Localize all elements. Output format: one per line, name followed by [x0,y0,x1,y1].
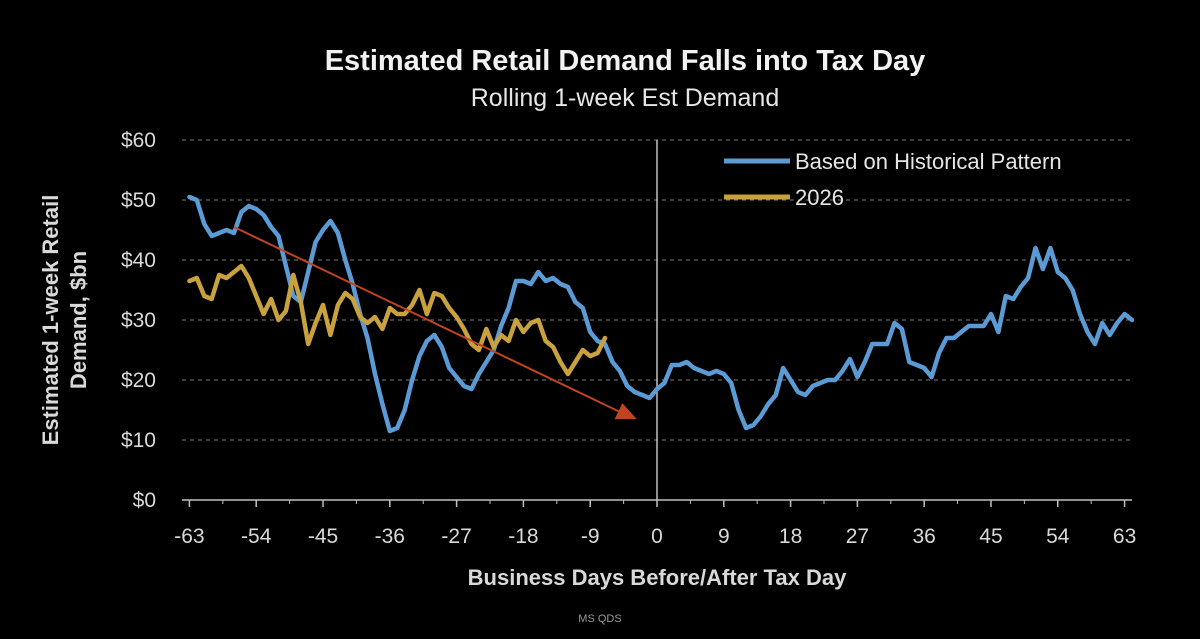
x-tick-label: 45 [979,525,1002,548]
x-tick-label: 9 [718,525,730,548]
x-tick-label: -36 [375,525,405,548]
x-tick-label: 63 [1113,525,1136,548]
trend-arrow-head [614,403,637,420]
x-tick-label: -18 [508,525,538,548]
x-tick-label: 27 [846,525,869,548]
x-tick-label: -27 [441,525,471,548]
y-axis-ticks: $0 $10 $20 $30 $40 $50 $60 [121,129,156,512]
y-tick-label: $30 [121,309,156,332]
series-line-2026 [187,263,608,377]
y-axis-label: Estimated 1-week Retail Demand, $bn [38,195,91,446]
legend: Based on Historical Pattern 2026 [724,149,1062,210]
legend-label-2026: 2026 [795,185,844,210]
y-tick-label: $10 [121,429,156,452]
x-tick-label: 0 [651,525,663,548]
x-tick-label: -9 [581,525,600,548]
x-axis-ticks: -63 -54 -45 -36 -27 -18 -9 0 9 18 27 36 45 54 63 [174,500,1136,548]
chart-subtitle: Rolling 1-week Est Demand [471,84,779,112]
x-tick-label: -63 [174,525,204,548]
x-tick-label: 54 [1046,525,1070,548]
y-axis-label-line2: Demand, $bn [66,251,91,389]
y-tick-label: $60 [121,129,156,152]
source-label: MS QDS [578,613,621,625]
trend-arrow-shaft [233,226,619,413]
x-tick-label: 18 [779,525,802,548]
x-axis-label: Business Days Before/After Tax Day [468,565,847,590]
x-tick-label: -45 [308,525,338,548]
y-axis-label-line1: Estimated 1-week Retail [38,195,63,446]
x-tick-label: 36 [913,525,936,548]
series-layer [187,194,1135,434]
y-tick-label: $50 [121,189,156,212]
series-line-historical [187,194,1135,434]
trend-arrow [233,226,637,420]
legend-label-historical: Based on Historical Pattern [795,149,1062,174]
y-tick-label: $0 [133,489,156,512]
y-tick-label: $20 [121,369,156,392]
x-tick-label: -54 [241,525,272,548]
y-tick-label: $40 [121,249,156,272]
chart-title: Estimated Retail Demand Falls into Tax D… [325,45,926,77]
